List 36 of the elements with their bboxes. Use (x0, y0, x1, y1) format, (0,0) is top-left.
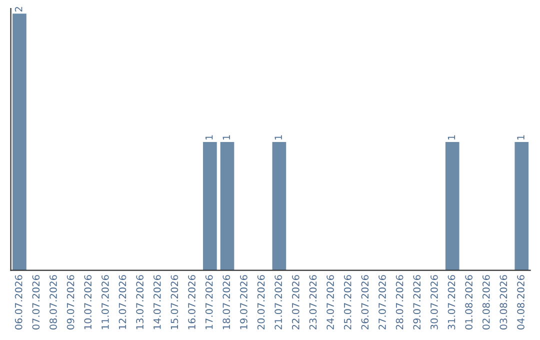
x-tick-label: 12.07.2026 (118, 275, 126, 330)
x-tick-label: 02.08.2026 (482, 275, 490, 330)
x-tick-label: 13.07.2026 (136, 275, 144, 330)
x-tick-label: 15.07.2026 (170, 275, 178, 330)
x-tick-label: 18.07.2026 (222, 275, 230, 330)
x-tick-label: 06.07.2026 (14, 275, 22, 330)
x-tick-label: 16.07.2026 (188, 275, 196, 330)
x-tick-label: 17.07.2026 (205, 275, 213, 330)
x-tick-label: 30.07.2026 (430, 275, 438, 330)
x-tick-label: 11.07.2026 (102, 275, 109, 330)
data-label: 1 (274, 135, 282, 140)
x-tick-label: 23.07.2026 (309, 275, 317, 330)
data-label: 1 (448, 135, 456, 140)
x-tick-label: 20.07.2026 (257, 275, 265, 330)
x-tick-label: 27.07.2026 (378, 275, 386, 330)
x-tick-label: 03.08.2026 (500, 275, 508, 330)
x-tick-label: 14.07.2026 (153, 275, 161, 330)
x-tick-label: 07.07.2026 (32, 275, 40, 330)
x-tick-label: 28.07.2026 (396, 275, 404, 330)
x-tick-label: 04.08.2026 (517, 275, 524, 330)
data-label: 1 (222, 135, 230, 140)
x-tick-label: 25.07.2026 (344, 275, 352, 330)
x-tick-label: 26.07.2026 (361, 275, 369, 330)
x-tick-label: 10.07.2026 (84, 275, 92, 330)
x-tick-label: 22.07.2026 (292, 275, 300, 330)
x-tick-label: 24.07.2026 (326, 275, 334, 330)
x-tick-label: 29.07.2026 (413, 275, 421, 330)
data-label: 1 (206, 135, 213, 140)
x-tick-label: 31.07.2026 (448, 275, 456, 330)
x-tick-label: 01.08.2026 (465, 275, 472, 330)
x-tick-label: 19.07.2026 (240, 275, 248, 330)
x-tick-label: 08.07.2026 (50, 275, 57, 330)
x-tick-label: 21.07.2026 (274, 275, 282, 330)
data-label: 1 (517, 135, 524, 140)
x-tick-label: 09.07.2026 (66, 275, 74, 330)
data-label: 2 (14, 7, 22, 12)
